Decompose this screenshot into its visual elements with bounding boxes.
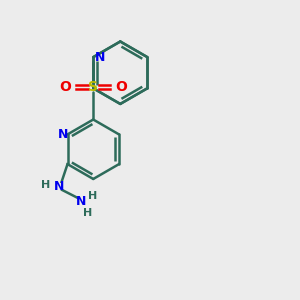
Text: O: O [115,80,127,94]
Text: S: S [88,80,98,94]
Text: N: N [76,195,86,208]
Text: H: H [88,191,97,201]
Text: N: N [53,180,64,193]
Text: O: O [60,80,71,94]
Text: N: N [95,51,105,64]
Text: N: N [58,128,68,141]
Text: H: H [41,180,51,190]
Text: H: H [83,208,92,218]
